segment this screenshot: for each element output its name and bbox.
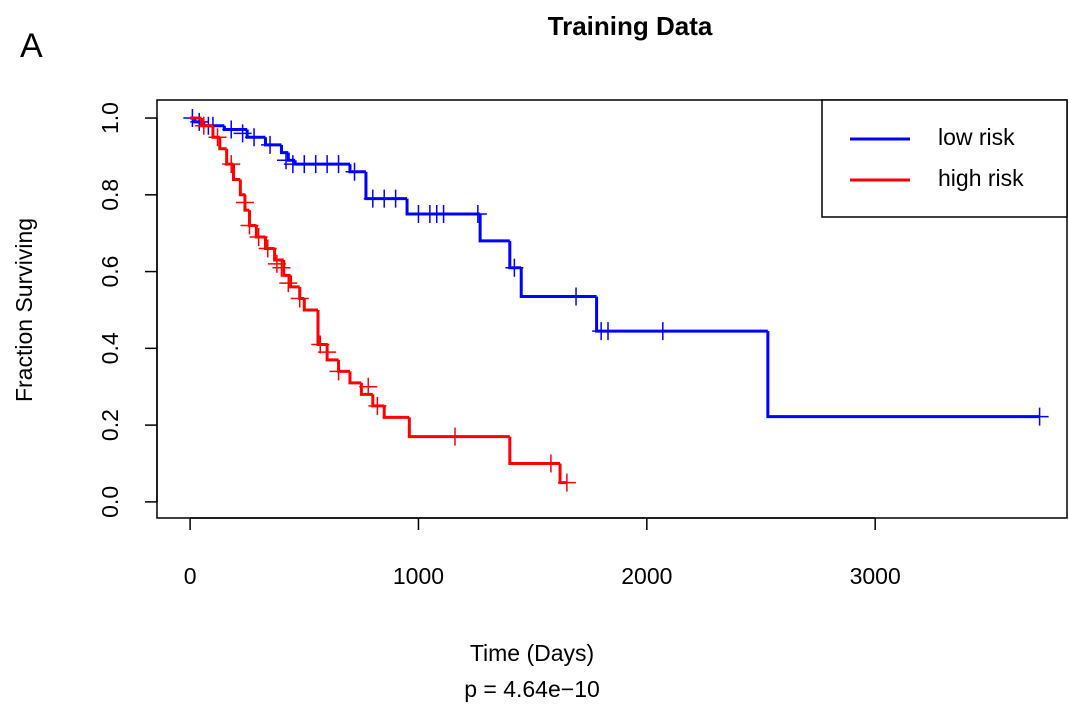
- survival-step: [247, 210, 257, 228]
- survival-step: [371, 394, 385, 408]
- censor-mark: [208, 128, 227, 147]
- legend-label: high risk: [938, 165, 1024, 191]
- survival-step: [359, 382, 373, 396]
- censor-mark: [267, 254, 286, 273]
- censor-mark: [222, 120, 241, 139]
- survival-step: [382, 405, 410, 419]
- panel-label: A: [20, 27, 43, 65]
- survival-step: [407, 417, 510, 439]
- censor-mark: [245, 128, 264, 147]
- survival-step: [279, 144, 289, 155]
- survival-step: [519, 267, 597, 299]
- legend-box: [821, 99, 1068, 218]
- x-tick-label: 3000: [850, 563, 901, 589]
- censor-mark: [345, 162, 364, 181]
- censor-mark: [261, 135, 280, 154]
- y-tick-label: 0.6: [97, 256, 123, 288]
- censor-mark: [277, 151, 296, 170]
- x-tick-label: 1000: [393, 563, 444, 589]
- censor-mark: [557, 473, 576, 492]
- censor-mark: [233, 124, 252, 143]
- survival-step: [766, 331, 1040, 419]
- censor-mark: [386, 189, 405, 208]
- censor-mark: [222, 155, 241, 174]
- censor-mark: [279, 274, 298, 293]
- censor-mark: [311, 335, 330, 354]
- censor-mark: [359, 377, 378, 396]
- censor-mark: [190, 112, 209, 131]
- survival-step: [595, 296, 768, 333]
- censor-mark: [235, 193, 254, 212]
- survival-step: [211, 125, 220, 139]
- censor-mark: [258, 239, 277, 258]
- y-tick-label: 0.2: [97, 409, 123, 441]
- censor-mark: [318, 343, 337, 362]
- y-tick-label: 0.4: [97, 332, 123, 364]
- censor-mark: [541, 454, 560, 473]
- survival-step: [348, 371, 362, 385]
- survival-step: [273, 248, 284, 262]
- censor-mark: [653, 322, 672, 341]
- survival-step: [405, 198, 481, 216]
- x-tick-label: 0: [184, 563, 197, 589]
- censor-mark: [240, 216, 259, 235]
- survival-step: [508, 436, 561, 465]
- survival-step: [254, 225, 266, 239]
- censor-mark: [329, 155, 348, 174]
- censor-mark: [272, 258, 291, 277]
- survival-step: [558, 463, 567, 485]
- survival-step: [348, 164, 366, 174]
- y-tick-label: 0.0: [97, 486, 123, 518]
- censor-mark: [329, 362, 348, 381]
- survival-step: [302, 298, 318, 312]
- legend-label: low risk: [938, 124, 1015, 150]
- survival-step: [316, 309, 328, 347]
- censor-mark: [446, 427, 465, 446]
- censor-mark: [249, 228, 268, 247]
- survival-step: [478, 214, 510, 243]
- y-axis-label: Fraction Surviving: [11, 218, 37, 402]
- censor-mark: [567, 287, 586, 306]
- survival-step: [238, 179, 245, 197]
- censor-mark: [599, 322, 618, 341]
- survival-step: [218, 137, 227, 151]
- x-tick-label: 2000: [621, 563, 672, 589]
- censor-mark: [368, 396, 387, 415]
- survival-step: [337, 359, 350, 373]
- censor-mark: [434, 205, 453, 223]
- y-tick-label: 1.0: [97, 102, 123, 134]
- survival-step: [286, 152, 296, 162]
- x-axis-label: Time (Days): [470, 640, 594, 666]
- survival-step: [225, 148, 234, 166]
- y-tick-label: 0.8: [97, 179, 123, 211]
- censor-mark: [505, 258, 524, 277]
- survival-step: [231, 164, 241, 181]
- survival-step: [263, 237, 275, 251]
- censor-mark: [194, 116, 213, 135]
- censor-mark: [468, 205, 487, 223]
- survival-step: [263, 137, 282, 147]
- chart-title: Training Data: [548, 11, 713, 41]
- censor-mark: [1030, 407, 1049, 426]
- censor-mark: [290, 289, 309, 308]
- p-value: p = 4.64e−10: [464, 676, 600, 702]
- survival-step: [508, 240, 522, 270]
- survival-step: [289, 275, 300, 289]
